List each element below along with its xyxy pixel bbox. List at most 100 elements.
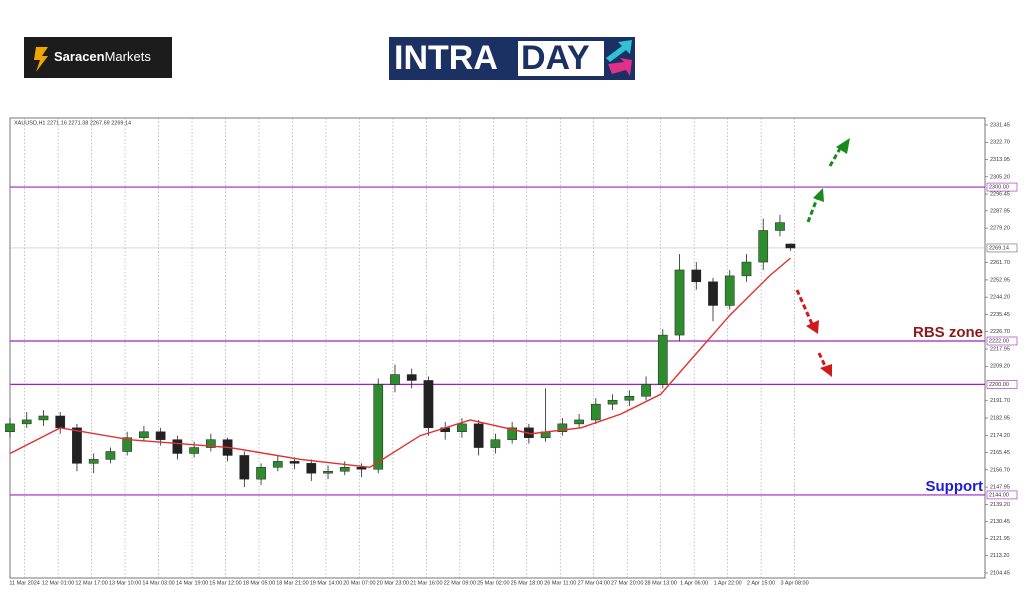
candle-body [724,275,735,306]
y-tick-label: 2139.20 [990,502,1010,508]
arrow-up-1 [806,195,820,223]
candle-body [373,384,384,470]
candle-body [356,467,367,470]
candle-body [239,455,250,480]
candle-body [5,423,15,433]
x-tick-label: 15 Mar 12:00 [209,580,241,586]
y-tick-label: 2165.45 [990,450,1010,456]
candle-body [574,419,584,425]
x-tick-label: 20 Mar 07:00 [343,580,375,586]
y-tick-label: 2113.20 [990,553,1009,559]
candle-body [306,463,317,474]
y-tick-label: 2217.95 [990,346,1010,352]
y-tick-label: 2287.95 [990,208,1010,214]
last-price-label: 2269.14 [989,245,1009,251]
candle-body [741,261,752,277]
intraday-arrow-up [606,40,632,62]
candle-body [88,459,99,464]
x-tick-label: 19 Mar 14:00 [310,580,342,586]
candle-body [490,439,501,448]
candle-body [206,439,216,448]
candle-body [323,470,333,474]
moving-average [9,257,791,469]
x-tick-label: 14 Mar 03:00 [142,580,174,586]
candle-body [641,384,651,397]
x-tick-label: 18 Mar 05:00 [243,580,275,586]
chart: 2331.45 2322.70 2313.95 2305.20 2296.45 2287.… [5,118,1018,586]
level-box [986,336,1018,346]
level-label: 2300.00 [989,185,1009,191]
candle-body [38,415,49,421]
candle-body [785,243,796,249]
level-box [986,182,1018,192]
level-label: 2144.00 [989,492,1009,498]
level-box [986,380,1018,389]
candle-body [423,380,434,429]
logo-brand-b: Markets [105,49,152,64]
x-tick-label: 1 Apr 22:00 [714,580,742,586]
candle-body [172,439,183,454]
y-tick-label: 2261.70 [990,260,1010,266]
arrow-down-2 [817,352,828,369]
level-label: 2200.00 [989,382,1009,388]
candle-body [105,451,116,460]
logo-icon [34,47,48,72]
y-tick-label: 2244.20 [990,295,1010,301]
candle-body [607,399,618,405]
candle-body [72,427,82,464]
candle-body [189,447,199,454]
candle-body [122,437,133,452]
annotation: Support [926,478,984,495]
y-tick-label: 2104.45 [990,570,1010,576]
y-tick-label: 2313.95 [990,157,1010,163]
y-tick-label: 2226.70 [990,329,1010,335]
x-tick-label: 2 Apr 15:00 [747,580,775,586]
x-tick-label: 3 Apr 08:00 [781,580,809,586]
y-tick-label: 2182.95 [990,416,1010,422]
candle-body [507,427,517,440]
annotation: RBS zone [913,324,983,341]
y-tick-label: 2331.45 [990,122,1010,128]
candle-body [139,431,149,438]
candle-body [624,395,635,401]
last-price-box [986,243,1018,253]
y-tick-label: 2130.45 [990,519,1010,525]
x-tick-label: 21 Mar 16:00 [410,580,442,586]
candle-body [256,467,266,480]
chart-header: XAUUSD,H1 2271.16 2271.38 2267.69 2269.1… [14,120,131,126]
candle-body [457,423,467,433]
y-tick-label: 2121.95 [990,536,1010,542]
x-tick-label: 25 Mar 18:00 [511,580,543,586]
arrow-heads-up [813,138,850,202]
candle-body [272,461,283,468]
x-tick-label: 27 Mar 20:00 [611,580,643,586]
intraday-day-box [518,41,604,76]
candle-body [657,334,668,385]
intraday-day: DAY [521,39,590,77]
y-tick-label: 2252.95 [990,277,1010,283]
candle-body [775,222,785,231]
y-tick-label: 2156.70 [990,467,1010,473]
y-tick-label: 2174.20 [990,433,1010,439]
y-tick-label: 2235.45 [990,312,1010,318]
level-label: 2222.00 [989,338,1009,344]
x-tick-label: 11 Mar 2024 [9,580,39,586]
candle-body [339,467,350,472]
x-tick-label: 28 Mar 13:00 [644,580,676,586]
y-tick-label: 2296.45 [990,192,1010,198]
logo-box [24,37,172,78]
x-tick-label: 14 Mar 19:00 [176,580,208,586]
candle-body [691,269,702,283]
logo-text: SaracenMarkets [54,49,151,64]
x-tick-label: 25 Mar 02:00 [477,580,509,586]
x-tick-label: 20 Mar 23:00 [377,580,409,586]
x-tick-label: 1 Apr 06:00 [680,580,708,586]
x-tick-label: 13 Mar 10:00 [109,580,141,586]
candle-body [473,423,484,448]
x-tick-label: 27 Mar 04:00 [578,580,610,586]
arrow-down-1 [795,289,814,325]
logo-brand-a: Saracen [54,49,105,64]
candle-body [557,423,568,433]
candle-body [590,403,601,421]
